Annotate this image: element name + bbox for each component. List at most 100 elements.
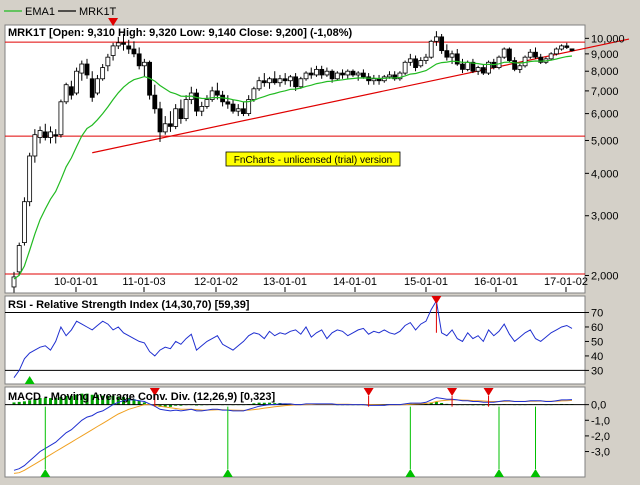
candle: [225, 95, 231, 109]
candle-body: [559, 45, 564, 50]
candle: [204, 95, 210, 109]
candle-body: [84, 63, 90, 76]
candle: [147, 60, 152, 100]
rsi-y-ticks: 70 60 50 40 30: [585, 307, 603, 377]
candle: [199, 101, 205, 117]
price-y-tick-label: 9,000: [591, 49, 619, 61]
candle-body: [267, 78, 272, 84]
price-x-tick-label: 15-01-01: [404, 276, 448, 288]
candle-body: [11, 276, 17, 288]
candle: [230, 99, 236, 114]
candle-body: [392, 74, 398, 80]
macd-histogram-bar: [33, 399, 37, 405]
macd-histogram-bar: [440, 402, 444, 405]
macd-histogram-bar: [168, 404, 172, 407]
candle: [168, 111, 173, 132]
macd-histogram-bar: [80, 393, 84, 405]
candle: [548, 52, 554, 61]
candle-body: [413, 58, 418, 68]
candle-body: [256, 80, 262, 90]
rsi-y-tick-label: 70: [591, 307, 603, 319]
candle-body: [110, 45, 116, 56]
candle-body: [199, 106, 205, 112]
candle: [256, 76, 262, 91]
candle: [517, 64, 523, 74]
candle: [246, 95, 252, 117]
candle-body: [334, 72, 340, 80]
candle-body: [287, 76, 293, 82]
macd-histogram-bar: [127, 398, 131, 405]
price-x-tick-label: 14-01-01: [333, 276, 377, 288]
candle-body: [460, 63, 465, 70]
candle-body: [522, 56, 528, 67]
macd-histogram-bar: [132, 399, 136, 405]
candle-body: [319, 68, 325, 76]
price-level-lines: [5, 41, 585, 275]
rsi-panel[interactable]: RSI - Relative Strength Index (14,30,70)…: [4, 295, 603, 385]
price-y-tick-label: 3,000: [591, 211, 619, 223]
macd-histogram-bar: [28, 400, 32, 405]
macd-y-ticks: 0,0 -1,0 -2,0 -3,0: [585, 400, 610, 459]
candle: [324, 67, 330, 77]
candle: [272, 71, 278, 85]
price-title: MRK1T [Open: 9,310 High: 9,320 Low: 9,14…: [8, 27, 352, 39]
price-y-ticks: 10,000 9,000 8,000 7,000 6,000 5,000 4,000 3,00…: [585, 33, 625, 282]
macd-panel[interactable]: MACD - Moving Average Conv. Div. (12,26,…: [4, 386, 610, 478]
candle-body: [423, 56, 429, 61]
macd-y-tick-label: -2,0: [591, 431, 610, 443]
candle-body: [533, 51, 538, 58]
candle-body: [178, 108, 184, 120]
candle: [407, 53, 413, 66]
candle: [569, 48, 575, 52]
candle: [527, 49, 533, 59]
candle: [121, 33, 126, 51]
candle-body: [402, 61, 408, 74]
candle: [89, 71, 95, 102]
candle-body: [496, 56, 502, 68]
price-panel[interactable]: MRK1T [Open: 9,310 High: 9,320 Low: 9,14…: [4, 18, 630, 294]
candle-body: [345, 70, 351, 76]
candle: [74, 67, 79, 96]
candle: [319, 65, 325, 79]
candle: [131, 41, 137, 58]
candle: [470, 58, 476, 74]
rsi-buy-marker: [24, 376, 35, 384]
macd-line: [13, 397, 573, 471]
candle: [538, 53, 544, 65]
candle-body: [428, 40, 434, 58]
candle-body: [136, 53, 142, 67]
macd-sell-marker: [149, 388, 160, 396]
macd-histogram-bar: [64, 395, 68, 405]
candle-body: [418, 60, 424, 67]
macd-histogram-bar: [90, 394, 94, 405]
candle-body: [121, 42, 126, 45]
candle: [496, 55, 502, 70]
price-y-tick-label: 10,000: [591, 33, 625, 45]
candle-body: [564, 45, 570, 48]
watermark-text: FnCharts - unlicensed (trial) version: [234, 155, 392, 166]
macd-histogram-bar: [137, 400, 141, 405]
candle: [173, 104, 179, 130]
candle: [277, 74, 283, 87]
candle-body: [449, 53, 455, 58]
candle-body: [486, 61, 491, 74]
candle-body: [387, 74, 392, 78]
candle-body: [454, 53, 460, 65]
price-x-tick-label: 16-01-01: [474, 276, 518, 288]
candle: [392, 71, 398, 81]
candle: [501, 47, 507, 59]
candle-body: [480, 67, 486, 74]
candle: [533, 47, 538, 59]
candle: [423, 53, 429, 65]
rsi-y-tick-label: 40: [591, 351, 603, 363]
candle-body: [235, 108, 241, 112]
candle: [564, 42, 570, 50]
candle: [282, 73, 288, 85]
candle-body: [168, 123, 173, 127]
candle-body: [465, 61, 471, 70]
candle: [16, 242, 22, 276]
candle: [267, 76, 272, 89]
candle: [126, 39, 132, 54]
candle-body: [209, 90, 215, 100]
